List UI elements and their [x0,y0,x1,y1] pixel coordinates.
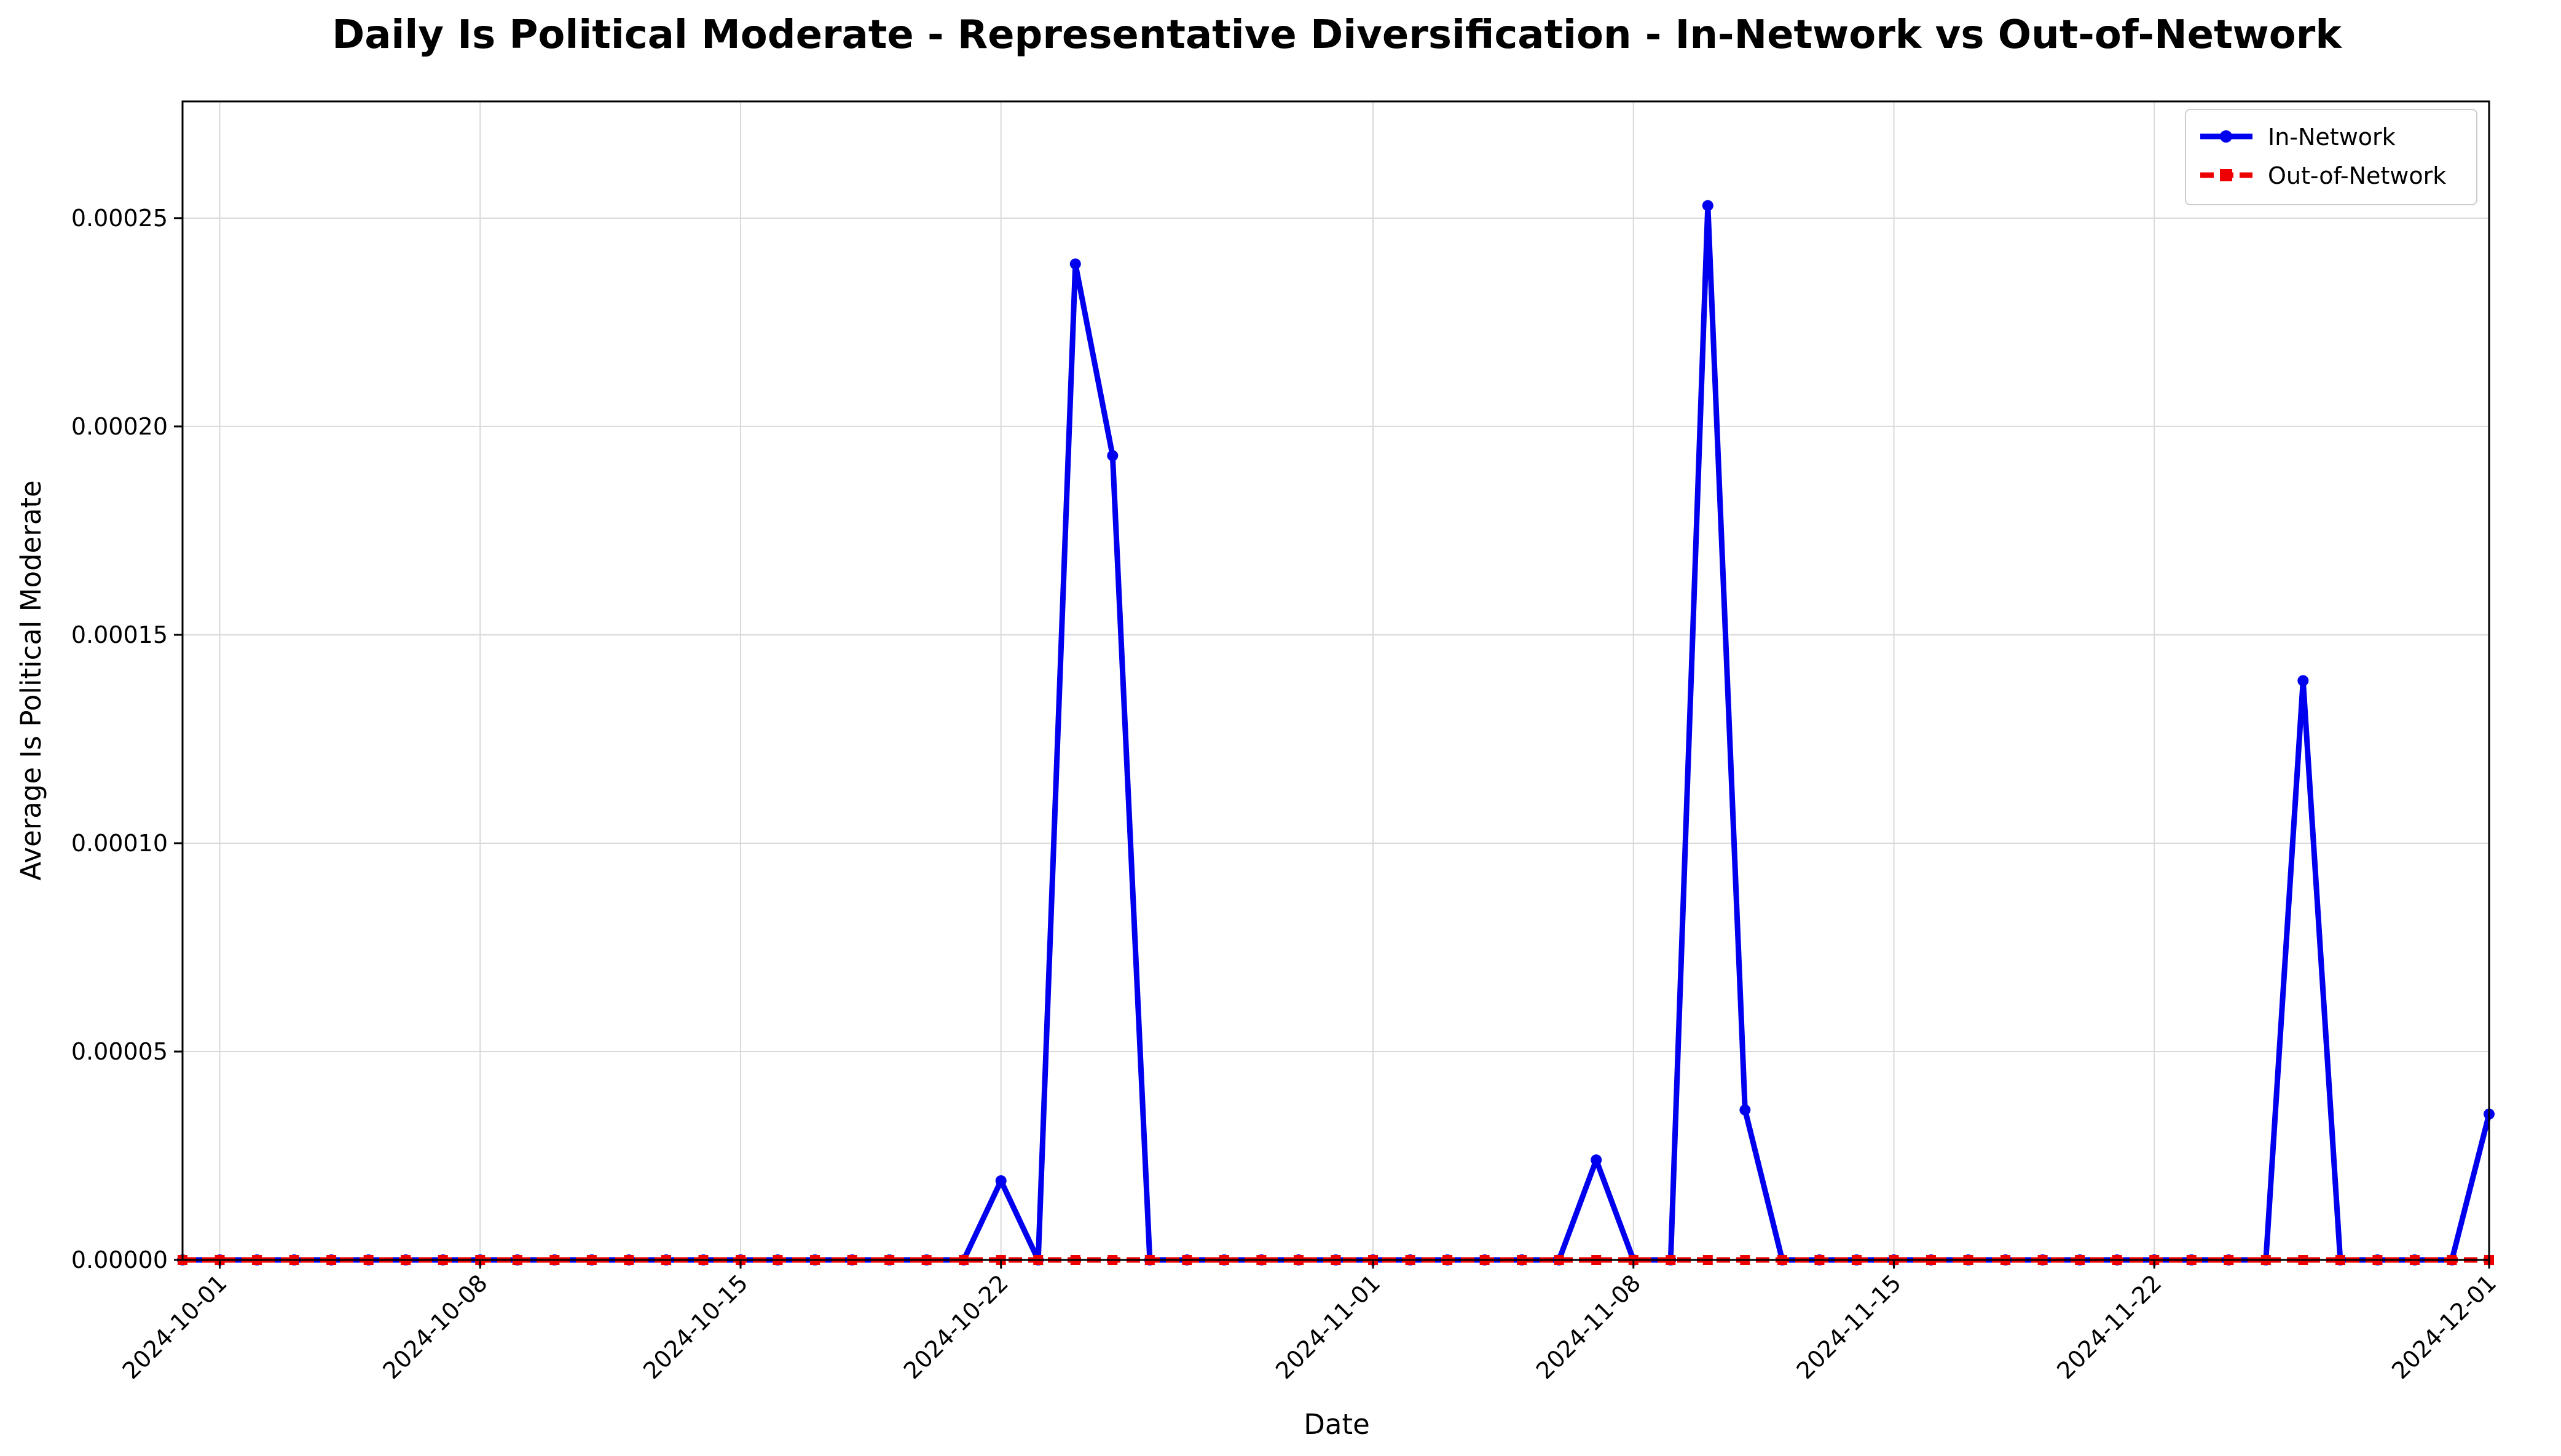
chart-title: Daily Is Political Moderate - Representa… [332,12,2342,58]
legend-box [2185,109,2477,205]
data-point-in-network [2297,675,2309,687]
y-tick-label: 0.00000 [71,1246,168,1273]
legend-label-in-network: In-Network [2268,124,2396,151]
legend-marker-in-network [2220,130,2232,143]
plot-area [181,100,2490,1261]
data-point-in-network [1107,450,1119,462]
y-tick-label: 0.00015 [71,621,168,648]
y-tick-label: 0.00025 [71,205,168,232]
data-point-in-network [1702,200,1713,211]
x-axis-label: Date [1304,1408,1370,1441]
legend-marker-out-of-network [2220,169,2232,181]
y-tick-label: 0.00005 [71,1038,168,1065]
legend-label-out-of-network: Out-of-Network [2268,162,2446,189]
y-axis-label: Average Is Political Moderate [15,480,47,880]
y-axis: 0.00000 0.00005 0.00010 0.00015 0.00020 0.000… [71,205,183,1273]
y-tick-label: 0.00020 [71,413,168,440]
data-point-in-network [995,1175,1007,1187]
legend: In-Network Out-of-Network [2185,109,2477,205]
data-point-in-network [1591,1154,1602,1166]
y-tick-label: 0.00010 [71,830,168,857]
data-point-in-network [1739,1104,1751,1116]
data-point-in-network [1069,258,1081,270]
